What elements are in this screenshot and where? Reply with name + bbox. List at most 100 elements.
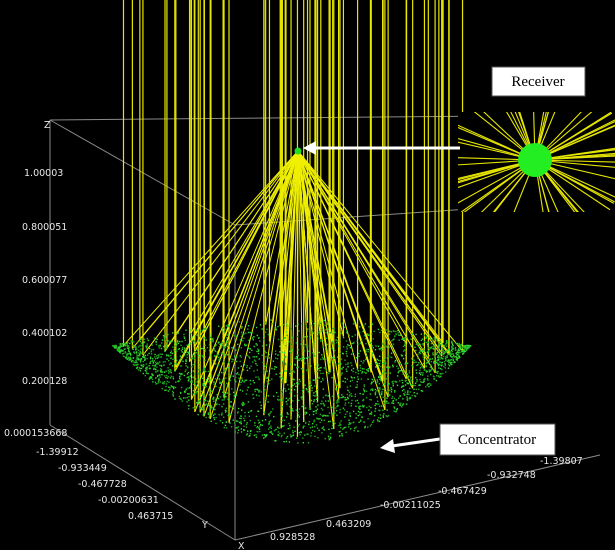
point bbox=[301, 405, 303, 408]
point bbox=[354, 400, 357, 402]
point bbox=[151, 364, 154, 367]
point bbox=[344, 359, 346, 361]
point bbox=[388, 402, 390, 404]
point bbox=[142, 356, 144, 358]
point bbox=[146, 367, 148, 369]
point bbox=[296, 336, 299, 338]
point bbox=[382, 396, 384, 398]
point bbox=[396, 384, 399, 386]
point bbox=[187, 393, 189, 395]
point bbox=[290, 348, 292, 351]
point bbox=[322, 415, 324, 417]
point bbox=[393, 350, 395, 353]
point bbox=[370, 389, 372, 391]
point bbox=[350, 392, 352, 395]
point bbox=[207, 412, 210, 414]
point bbox=[163, 336, 166, 338]
point bbox=[145, 370, 148, 372]
point bbox=[318, 368, 320, 370]
point bbox=[258, 391, 260, 393]
point bbox=[338, 424, 340, 427]
point bbox=[282, 323, 284, 326]
point bbox=[195, 405, 197, 408]
point bbox=[427, 362, 430, 364]
point bbox=[199, 396, 202, 398]
point bbox=[463, 350, 466, 352]
point bbox=[434, 358, 436, 360]
point bbox=[415, 372, 418, 374]
point bbox=[370, 363, 373, 365]
point bbox=[305, 325, 307, 327]
point bbox=[151, 360, 153, 362]
point bbox=[204, 359, 206, 361]
point bbox=[400, 386, 403, 388]
point bbox=[359, 326, 361, 328]
point bbox=[394, 380, 396, 382]
point bbox=[221, 371, 223, 374]
point bbox=[404, 380, 406, 382]
point bbox=[215, 344, 217, 346]
point bbox=[268, 421, 270, 423]
point bbox=[389, 366, 391, 368]
point bbox=[379, 378, 381, 381]
point bbox=[271, 378, 273, 380]
point bbox=[177, 339, 179, 342]
point bbox=[293, 426, 295, 428]
point bbox=[223, 416, 225, 418]
point bbox=[181, 346, 184, 349]
point bbox=[207, 381, 210, 383]
point bbox=[230, 413, 232, 415]
point bbox=[150, 377, 152, 379]
point bbox=[129, 356, 131, 359]
point bbox=[420, 333, 423, 335]
point bbox=[289, 392, 291, 394]
point bbox=[185, 348, 187, 350]
point bbox=[373, 414, 376, 417]
point bbox=[383, 359, 385, 362]
point bbox=[119, 348, 121, 350]
point bbox=[144, 359, 146, 361]
point bbox=[301, 358, 304, 360]
point bbox=[278, 434, 280, 437]
point bbox=[399, 395, 401, 397]
point bbox=[283, 424, 285, 427]
point bbox=[367, 351, 369, 353]
point bbox=[297, 358, 299, 361]
point bbox=[338, 431, 340, 433]
point bbox=[397, 367, 399, 369]
point bbox=[134, 361, 136, 364]
point bbox=[202, 393, 205, 395]
point bbox=[167, 390, 170, 392]
point bbox=[286, 435, 289, 438]
point bbox=[241, 377, 243, 379]
point bbox=[194, 393, 196, 395]
point bbox=[153, 360, 155, 362]
point bbox=[371, 333, 373, 335]
point bbox=[285, 397, 288, 400]
point bbox=[261, 419, 264, 422]
point bbox=[385, 415, 387, 417]
point bbox=[420, 348, 423, 350]
point bbox=[165, 335, 167, 338]
point bbox=[375, 382, 377, 384]
point bbox=[167, 376, 169, 378]
point bbox=[187, 376, 190, 378]
point bbox=[167, 369, 170, 372]
point bbox=[316, 408, 319, 410]
point bbox=[173, 352, 176, 355]
point bbox=[214, 378, 217, 380]
point bbox=[152, 381, 154, 383]
point bbox=[235, 394, 238, 396]
point bbox=[352, 367, 355, 370]
point bbox=[349, 414, 351, 416]
point bbox=[423, 348, 425, 350]
point bbox=[418, 345, 420, 348]
point bbox=[176, 359, 178, 362]
point bbox=[335, 389, 337, 391]
point bbox=[153, 364, 155, 367]
point bbox=[188, 352, 190, 355]
point bbox=[202, 375, 205, 377]
point bbox=[153, 367, 155, 369]
point bbox=[179, 397, 181, 400]
point bbox=[218, 378, 220, 380]
